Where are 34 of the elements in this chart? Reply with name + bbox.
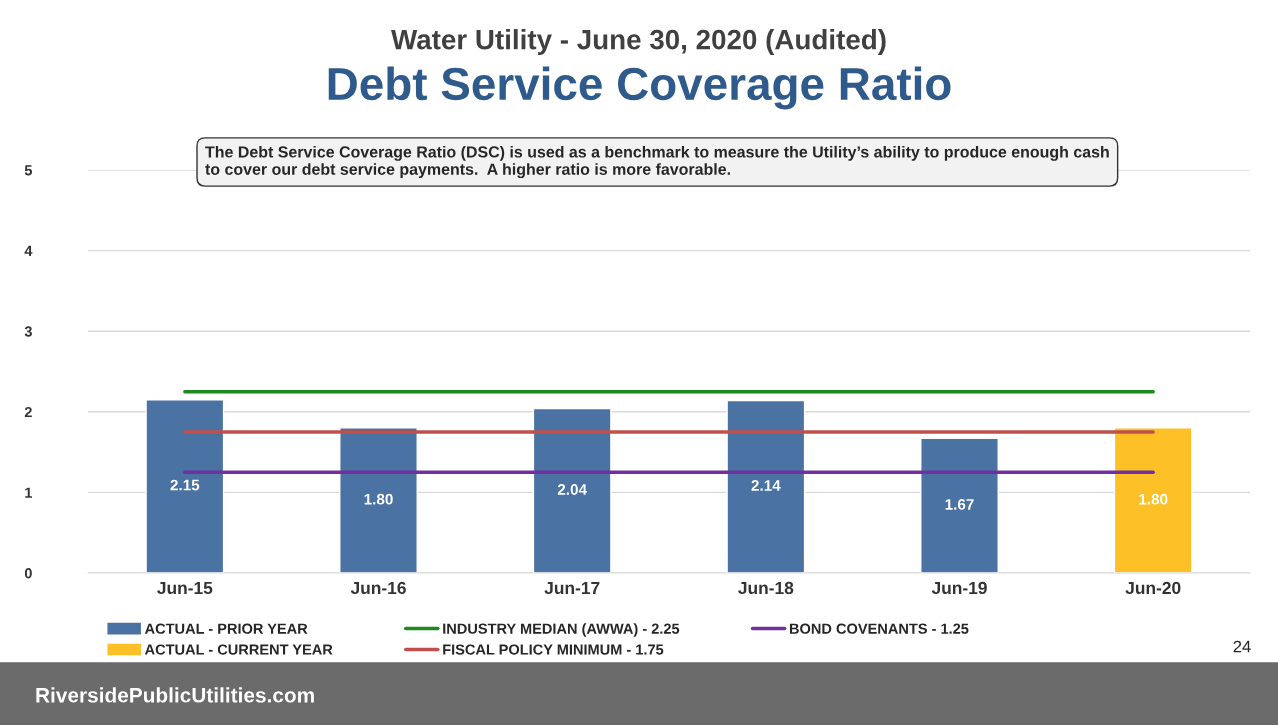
y-tick-label: 1: [25, 487, 33, 498]
bar: [145, 399, 225, 573]
x-tick-label: Jun-17: [544, 581, 600, 595]
data-label: 1.80: [364, 493, 393, 505]
legend-label: ACTUAL - CURRENT YEAR: [144, 644, 333, 655]
legend-label: INDUSTRY MEDIAN (AWWA) - 2.25: [443, 623, 680, 637]
bar: [339, 427, 418, 573]
y-tick-label: 0: [24, 568, 32, 579]
bar: [726, 399, 806, 573]
x-tick-label: Jun-19: [931, 581, 987, 595]
legend-label: FISCAL POLICY MINIMUM - 1.75: [443, 644, 664, 655]
data-label: 2.15: [170, 479, 200, 491]
legend-label: ACTUAL - PRIOR YEAR: [144, 623, 308, 634]
data-label: 1.80: [1139, 493, 1168, 505]
y-tick-label: 3: [24, 326, 32, 337]
annotation: The Debt Service Coverage Ratio (DSC) is used as a benchmark to measure the Utility’s ability to produce enough cash to cover our debt service payments. A higher ratio is more favorable.: [205, 145, 1109, 179]
x-tick-label: Jun-16: [350, 581, 406, 595]
chart-title: Debt Service Coverage Ratio: [328, 66, 951, 110]
bar: [1113, 427, 1193, 573]
data-label: 2.14: [751, 480, 781, 491]
x-tick-label: Jun-18: [738, 581, 794, 595]
y-tick-label: 4: [24, 245, 33, 256]
bar: [532, 407, 612, 573]
y-tick-label: 5: [24, 165, 33, 176]
x-tick-label: Jun-20: [1125, 581, 1181, 595]
legend-label: BOND COVENANTS - 1.25: [789, 623, 969, 634]
y-tick-label: 2: [24, 406, 32, 418]
chart-subtitle: Water Utility - June 30, 2020 (Audited): [391, 29, 886, 55]
data-label: 1.67: [945, 498, 974, 510]
text: 24: [1233, 640, 1251, 653]
text: RiversidePublicUtilities.com: [36, 687, 314, 703]
data-label: 2.04: [557, 484, 587, 495]
x-tick-label: Jun-15: [157, 581, 213, 595]
bar: [920, 437, 999, 573]
